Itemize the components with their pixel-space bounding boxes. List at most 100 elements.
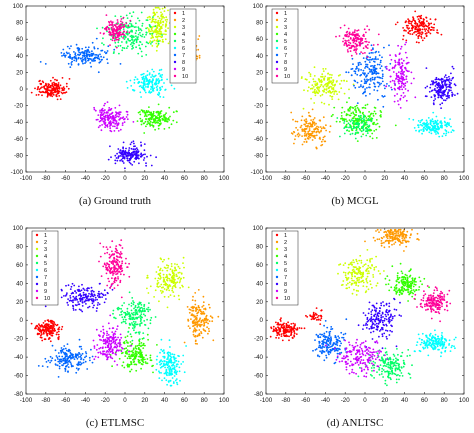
data-point [321,75,324,78]
data-point [169,384,172,387]
data-point [69,288,72,290]
data-point [202,328,205,330]
data-point [295,126,297,129]
data-point [171,287,174,290]
data-point [167,353,170,356]
data-point [204,329,206,332]
data-point [349,126,352,129]
data-point [301,128,304,131]
data-point [141,154,144,157]
data-point [154,316,157,318]
data-point [101,42,103,44]
data-point [52,327,54,329]
data-point [123,157,126,160]
data-point [103,122,106,125]
data-point [187,286,190,289]
data-point [155,42,158,45]
data-point [66,361,68,364]
data-point [397,63,400,66]
data-point [60,328,63,331]
data-point [447,131,450,134]
data-point [166,371,169,374]
data-point [157,19,160,22]
data-point [346,44,349,47]
data-point [439,88,442,90]
data-point [309,122,311,125]
data-point [127,25,130,27]
data-point [164,89,167,91]
data-point [130,30,132,33]
data-point [132,324,135,327]
data-point [38,330,41,333]
x-tick-label: -60 [301,175,311,182]
data-point [40,324,43,327]
data-point [58,336,60,338]
data-point [163,82,165,84]
data-point [135,352,137,355]
data-point [443,120,446,123]
data-point [130,354,133,357]
data-point [180,273,183,275]
data-point [308,81,311,83]
data-point [108,21,111,24]
data-point [298,134,301,136]
data-point [425,124,427,126]
data-point [446,95,449,98]
data-point [77,63,80,65]
data-point [150,37,153,39]
data-point [145,19,148,21]
data-point [94,59,96,62]
data-point [437,122,439,125]
data-point [160,359,163,362]
data-point [362,85,365,88]
data-point [413,127,416,129]
data-point [350,119,353,121]
data-point [319,138,322,140]
data-point [441,135,444,138]
data-point [164,19,167,21]
data-point [420,123,422,126]
data-point [88,292,90,295]
data-point [79,290,81,293]
data-point [93,57,96,60]
data-point [153,114,156,117]
data-point [151,121,154,124]
data-point [140,81,143,84]
data-point [353,70,356,73]
data-point [172,355,175,358]
data-point [157,80,160,82]
data-point [358,120,360,122]
data-point [345,80,348,83]
data-point [169,115,171,118]
data-point [356,73,359,76]
data-point [130,34,133,37]
data-point [152,16,154,18]
data-point [366,78,368,81]
data-point [125,26,128,28]
data-point [332,87,335,89]
data-point [383,84,386,87]
data-point [425,34,428,37]
data-point [415,34,418,36]
data-point [156,38,159,41]
data-point [129,143,132,146]
data-points [30,239,220,387]
data-point [149,322,152,325]
data-point [342,40,344,43]
data-point [95,348,98,351]
data-point [111,39,114,42]
data-point [355,40,358,42]
data-point [203,322,206,325]
data-point [134,145,136,148]
data-point [72,353,74,356]
data-point [132,347,135,350]
data-point [114,123,117,125]
data-point [68,349,70,351]
data-point [196,324,199,327]
data-point [217,315,220,318]
data-point [198,35,201,37]
data-point [127,330,130,333]
data-point [448,89,450,91]
data-point [357,68,360,70]
data-point [418,21,421,23]
